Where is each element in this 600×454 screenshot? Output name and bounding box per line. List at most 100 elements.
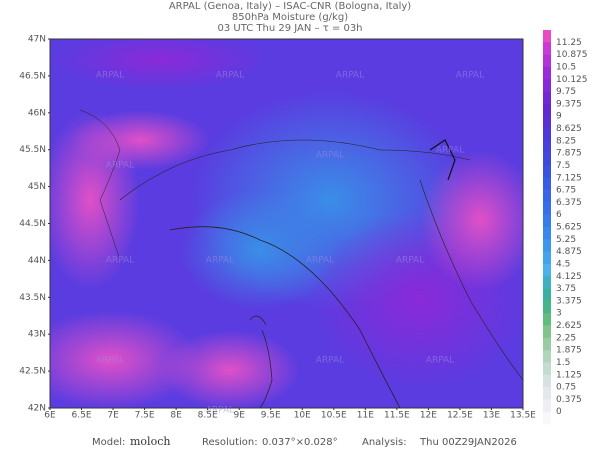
colorbar-label: 3.375 <box>556 296 582 306</box>
colorbar-band <box>543 116 551 129</box>
colorbar-band <box>543 362 551 376</box>
lon-label: 13.5E <box>510 411 536 421</box>
watermark: ARPAL <box>456 71 484 81</box>
watermark: ARPAL <box>426 356 454 366</box>
colorbar-band <box>543 177 551 191</box>
lon-label: 12E <box>420 411 437 421</box>
colorbar-label: 3 <box>556 309 562 319</box>
lon-label: 9E <box>233 411 245 421</box>
colorbar-label: 10.125 <box>556 75 588 85</box>
watermark: ARPAL <box>216 71 244 81</box>
lat-label: 44.5N <box>19 219 46 229</box>
watermark: ARPAL <box>206 406 234 416</box>
watermark: ARPAL <box>206 256 234 266</box>
footer-value: 0.037°×0.028° <box>262 437 338 448</box>
lon-label: 11.5E <box>384 411 410 421</box>
watermark: ARPAL <box>106 161 134 171</box>
colorbar-band <box>543 190 551 203</box>
colorbar-label: 6 <box>556 210 562 220</box>
colorbar-label: 1.5 <box>556 358 570 368</box>
lat-label: 43N <box>28 330 46 340</box>
lon-label: 9.5E <box>261 411 281 421</box>
lon-label: 8.5E <box>198 411 218 421</box>
lat-label: 46N <box>28 108 46 118</box>
lat-label: 43.5N <box>19 293 46 303</box>
watermark: ARPAL <box>396 256 424 266</box>
title-line: 850hPa Moisture (g/kg) <box>232 12 348 23</box>
colorbar-label: 8.25 <box>556 136 576 146</box>
colorbar-band <box>543 103 551 117</box>
lat-label: 42N <box>28 404 46 414</box>
colorbar-label: 0.75 <box>556 383 576 393</box>
lon-label: 6E <box>44 411 56 421</box>
colorbar-label: 9.375 <box>556 99 582 109</box>
lat-label: 42.5N <box>19 367 46 377</box>
lon-label: 13E <box>483 411 500 421</box>
colorbar-band <box>543 263 551 277</box>
colorbar-band <box>543 42 551 55</box>
colorbar-band <box>543 227 551 240</box>
colorbar-band <box>543 300 551 314</box>
colorbar-band <box>543 251 551 265</box>
colorbar-band <box>543 387 551 400</box>
lon-label: 10.5E <box>321 411 347 421</box>
colorbar-label: 2.625 <box>556 321 582 331</box>
lon-label: 7.5E <box>135 411 155 421</box>
colorbar-label: 8.625 <box>556 124 582 134</box>
title-line: 03 UTC Thu 29 JAN – τ = 03h <box>217 23 362 34</box>
watermark: ARPAL <box>436 146 464 156</box>
colorbar-label: 0 <box>556 407 562 417</box>
colorbar-band <box>543 411 551 425</box>
colorbar-band <box>543 350 551 363</box>
colorbar-label: 5.25 <box>556 235 576 245</box>
colorbar-label: 10.875 <box>556 50 588 60</box>
colorbar-label: 7.5 <box>556 161 570 171</box>
colorbar-band <box>543 128 551 142</box>
colorbar-band <box>543 79 551 92</box>
lon-label: 6.5E <box>72 411 92 421</box>
colorbar-label: 3.75 <box>556 284 576 294</box>
colorbar-label: 7.125 <box>556 173 582 183</box>
colorbar-band <box>543 399 551 412</box>
footer-label: Model: <box>92 437 125 448</box>
footer-value: Thu 00Z29JAN2026 <box>419 437 517 448</box>
lat-label: 47N <box>28 35 46 45</box>
lon-label: 7E <box>107 411 119 421</box>
colorbar-band <box>543 140 551 154</box>
colorbar-band <box>543 214 551 228</box>
colorbar-label: 4.125 <box>556 272 582 282</box>
colorbar-label: 4.875 <box>556 247 582 257</box>
lon-label: 10E <box>294 411 311 421</box>
colorbar-band <box>543 288 551 302</box>
colorbar-band <box>543 165 551 179</box>
lat-label: 44N <box>28 256 46 266</box>
watermark: ARPAL <box>96 356 124 366</box>
colorbar-band <box>543 337 551 351</box>
colorbar-label: 1.875 <box>556 346 582 356</box>
colorbar-band <box>543 313 551 326</box>
lon-label: 8E <box>170 411 182 421</box>
watermark: ARPAL <box>336 71 364 81</box>
footer-label: Resolution: <box>202 437 258 448</box>
colorbar-band <box>543 153 551 166</box>
colorbar-label: 9.75 <box>556 87 576 97</box>
lat-label: 45N <box>28 182 46 192</box>
watermark: ARPAL <box>306 256 334 266</box>
title-line: ARPAL (Genoa, Italy) – ISAC-CNR (Bologna… <box>169 1 411 12</box>
watermark: ARPAL <box>316 151 344 161</box>
footer-label: Analysis: <box>362 437 407 448</box>
colorbar-band <box>543 91 551 105</box>
colorbar-band <box>543 276 551 289</box>
colorbar-label: 5.625 <box>556 223 582 233</box>
lat-label: 45.5N <box>19 145 46 155</box>
colorbar-label: 2.25 <box>556 333 576 343</box>
colorbar-label: 7.875 <box>556 149 582 159</box>
footer-value: moloch <box>130 435 170 448</box>
colorbar-label: 4.5 <box>556 259 570 269</box>
colorbar-label: 9 <box>556 112 562 122</box>
colorbar-band <box>543 325 551 339</box>
map-field <box>50 39 523 408</box>
colorbar-label: 11.25 <box>556 38 582 48</box>
colorbar-band <box>543 239 551 252</box>
